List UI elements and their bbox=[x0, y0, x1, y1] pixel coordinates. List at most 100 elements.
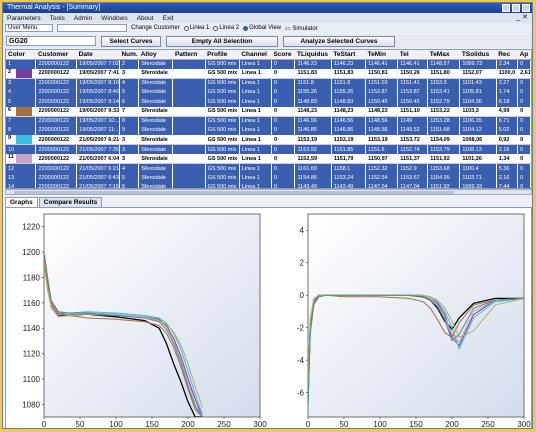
column-header[interactable]: TLiquidus bbox=[294, 50, 332, 60]
horizontal-scrollbar[interactable] bbox=[5, 189, 532, 195]
table-row[interactable]: 10 2200000122 21/05/2007 7:35 3 Sferoidale GS… bbox=[6, 144, 531, 154]
cell-num: 6 bbox=[119, 97, 140, 107]
menu-about[interactable]: About bbox=[136, 14, 154, 22]
table-row[interactable]: 13 2200000122 21/05/2007 6:43 5 Sferoidale GS… bbox=[6, 173, 531, 183]
cell-date: 19/05/2007 9:33 bbox=[76, 106, 120, 117]
cell-ap: 0 bbox=[517, 144, 531, 154]
column-header[interactable]: Date bbox=[76, 50, 120, 60]
close-icon[interactable] bbox=[522, 4, 530, 12]
cell-ts: 1143.49 bbox=[331, 182, 367, 188]
column-header[interactable]: Num. bbox=[119, 50, 139, 60]
column-header[interactable]: Ap bbox=[517, 50, 531, 60]
cell-tsol: 1104.12 bbox=[459, 125, 497, 135]
cell-tel: 1153,72 bbox=[397, 135, 429, 145]
scroll-thumb[interactable] bbox=[14, 191, 454, 194]
column-header[interactable]: Profile bbox=[205, 50, 240, 60]
cell-ap: 0 bbox=[517, 182, 531, 188]
cell-date: 21/05/2007 6:21 bbox=[76, 135, 120, 145]
customer-combo[interactable] bbox=[57, 24, 127, 32]
row-number: 11 bbox=[8, 154, 14, 160]
column-header[interactable]: TeStart bbox=[331, 50, 366, 60]
table-row[interactable]: 9 2200000122 21/05/2007 6:21 3 Sferoidale GS … bbox=[6, 135, 531, 145]
menu-admin[interactable]: Admin bbox=[73, 14, 93, 22]
x-tick-label: 150 bbox=[409, 420, 423, 429]
table-row[interactable]: 8 2200000122 19/05/2007 11:.. 9 Sferoidale GS… bbox=[6, 125, 531, 135]
cell-customer: 2200000122 bbox=[35, 144, 78, 154]
column-header[interactable]: Alloy bbox=[138, 50, 173, 60]
table-row[interactable]: 11 2200000122 21/05/2007 6:04 3 Sferoidale GS… bbox=[6, 154, 531, 164]
radio-linea-2[interactable]: Linea 2 bbox=[213, 25, 239, 31]
cell-num: 8 bbox=[119, 116, 140, 126]
column-header[interactable]: TSolidus bbox=[459, 50, 497, 60]
cell-score: 0 bbox=[271, 144, 296, 154]
series-line bbox=[44, 258, 203, 417]
cell-alloy: Sferoidale bbox=[138, 173, 174, 183]
table-row[interactable]: 14 2200000122 21/05/2007 7:15 6 Sferoidale GS… bbox=[6, 182, 531, 189]
column-header[interactable]: TeMin bbox=[365, 50, 398, 60]
row-number: 1 bbox=[8, 61, 12, 67]
cell-date: 19/05/2007 8:10 bbox=[76, 78, 120, 88]
color-cell: 9 bbox=[6, 135, 37, 145]
column-header[interactable]: TeMax bbox=[427, 50, 460, 60]
radio-global-view[interactable]: Global View bbox=[243, 25, 281, 31]
color-swatch bbox=[16, 106, 32, 116]
cell-pattern bbox=[172, 59, 206, 69]
menu-exit[interactable]: Exit bbox=[162, 14, 174, 22]
graphs-panel: 0 50 100 150 200 250 300 1080 1100 1120 1140 1160 11… bbox=[5, 207, 532, 429]
table-row[interactable]: 2 2200000122 19/05/2007 7:41 3 Sferoidale GS … bbox=[6, 68, 531, 79]
menu-parameters[interactable]: Parameters bbox=[7, 14, 41, 22]
cell-channel: Linea 1 bbox=[239, 125, 272, 135]
simulator-button[interactable]: ▭ Simulator bbox=[285, 25, 318, 32]
cell-tmin: 1153.87 bbox=[365, 87, 399, 97]
radio-icon bbox=[213, 25, 219, 31]
cell-num: 5 bbox=[119, 87, 140, 97]
table-row[interactable]: 7 2200000122 19/05/2007 10:.. 8 Sferoidale GS… bbox=[6, 116, 531, 126]
cell-customer: 2200000122 bbox=[35, 154, 78, 164]
column-header[interactable]: Channel bbox=[239, 50, 272, 60]
menu-tools[interactable]: Tools bbox=[49, 14, 65, 22]
column-header[interactable]: Score bbox=[271, 50, 295, 60]
column-header[interactable]: Tel bbox=[397, 50, 428, 60]
cell-alloy: Sferoidale bbox=[138, 182, 174, 188]
cell-pattern bbox=[172, 116, 206, 126]
user-menu-combo[interactable]: User Menu bbox=[5, 24, 53, 32]
cell-tl: 1153.92 bbox=[294, 144, 332, 154]
cell-score: 0 bbox=[271, 116, 296, 126]
cell-tsol: 1152,07 bbox=[459, 68, 497, 79]
table-row[interactable]: 6 2200000122 19/05/2007 9:33 7 Sferoidale GS … bbox=[6, 106, 531, 117]
cell-alloy: Sferoidale bbox=[138, 97, 174, 107]
column-header[interactable]: Color bbox=[6, 50, 36, 60]
cell-profile: GS 500 mix bbox=[205, 87, 240, 97]
radio-linea-1[interactable]: Linea 1 bbox=[183, 25, 209, 31]
column-header[interactable]: Rec bbox=[496, 50, 518, 60]
change-customer-label[interactable]: Change Customer bbox=[131, 25, 180, 31]
table-row[interactable]: 4 2200000122 19/05/2007 8:40 5 Sferoidale GS … bbox=[6, 87, 531, 97]
table-row[interactable]: 1 2200000122 19/05/2007 7:02 2 Sferoidale GS … bbox=[6, 59, 531, 69]
mdi-controls-icon[interactable]: _ ✕ bbox=[516, 14, 528, 21]
cell-score: 0 bbox=[271, 78, 296, 88]
row-number: 14 bbox=[8, 184, 15, 189]
cell-tmin: 1150,97 bbox=[365, 154, 399, 164]
select-curves-button[interactable]: Select Curves bbox=[101, 35, 161, 47]
cell-tmin: 1150.45 bbox=[365, 97, 399, 107]
column-header[interactable]: Pattern bbox=[172, 50, 206, 60]
table-row[interactable]: 12 2200000122 21/05/2007 6:21 4 Sferoidale GS… bbox=[6, 163, 531, 173]
grid-selector[interactable]: GG20 bbox=[6, 36, 96, 46]
row-number: 7 bbox=[8, 118, 12, 124]
y-tick-label: 1140 bbox=[23, 324, 41, 333]
tab-compare-results[interactable]: Compare Results bbox=[38, 197, 103, 207]
maximize-icon[interactable] bbox=[512, 4, 520, 12]
color-cell: 12 bbox=[6, 163, 37, 173]
tab-graphs[interactable]: Graphs bbox=[5, 197, 38, 207]
cell-profile: GS 500 mix bbox=[205, 68, 240, 79]
cell-tel: 1153.87 bbox=[397, 87, 429, 97]
table-row[interactable]: 3 2200000122 19/05/2007 8:10 4 Sferoidale GS … bbox=[6, 78, 531, 88]
cell-customer: 2200000122 bbox=[35, 87, 78, 97]
table-row[interactable]: 5 2200000122 19/05/2007 9:14 6 Sferoidale GS … bbox=[6, 97, 531, 107]
menu-windows[interactable]: Windows bbox=[101, 14, 128, 22]
cell-tel: 1149.52 bbox=[397, 125, 429, 135]
empty-all-selection-button[interactable]: Empty All Selection bbox=[166, 35, 278, 47]
column-header[interactable]: Customer bbox=[35, 50, 77, 60]
minimize-icon[interactable] bbox=[502, 4, 510, 12]
analyze-selected-curves-button[interactable]: Analyze Selected Curves bbox=[283, 35, 395, 47]
